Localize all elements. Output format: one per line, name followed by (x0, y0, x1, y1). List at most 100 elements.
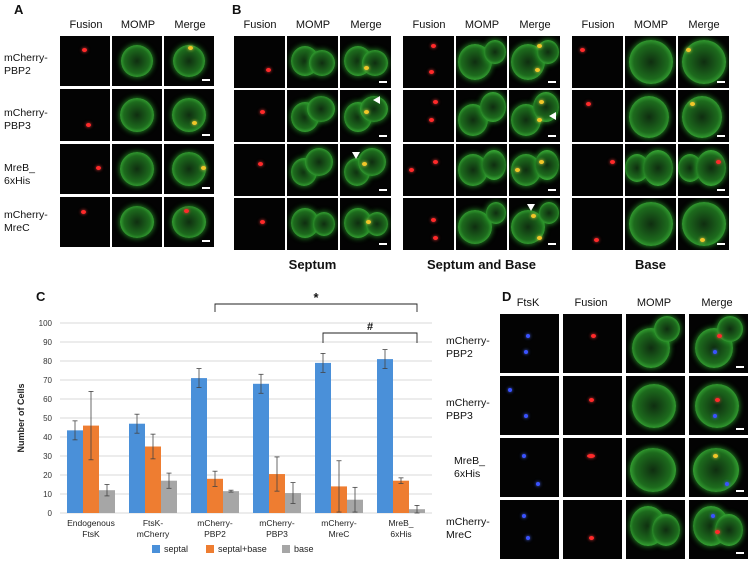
micrograph-tile (164, 144, 214, 194)
micrograph-tile (112, 36, 162, 86)
y-tick-label: 40 (43, 433, 52, 442)
fusion-signal (260, 220, 265, 224)
scale-bar (717, 243, 725, 245)
panel-d-col-merge: Merge (701, 297, 733, 309)
cell-outline (480, 92, 506, 122)
micrograph-tile (563, 500, 622, 559)
ftsk-signal (711, 514, 715, 518)
cell-outline (695, 384, 739, 428)
fusion-signal (531, 214, 536, 218)
fusion-signal (192, 121, 197, 125)
micrograph-tile (287, 144, 338, 196)
micrograph-tile (287, 90, 338, 142)
bar-septal-base (393, 480, 409, 513)
scale-bar (717, 135, 725, 137)
ftsk-signal (524, 414, 528, 418)
cell-outline (366, 212, 388, 236)
cell-outline (120, 98, 154, 132)
micrograph-tile (625, 90, 676, 142)
y-axis-label: Number of Cells (16, 383, 26, 452)
scale-bar (202, 240, 210, 242)
scale-bar (202, 134, 210, 136)
ftsk-signal (725, 482, 729, 486)
micrograph-tile (403, 144, 454, 196)
micrograph-tile (563, 376, 622, 435)
micrograph-tile (625, 36, 676, 88)
scale-bar (717, 189, 725, 191)
fusion-signal (431, 44, 436, 48)
micrograph-tile (500, 314, 559, 373)
scale-bar (736, 428, 744, 430)
x-tick-label: PBP2 (204, 529, 226, 539)
scale-bar (548, 243, 556, 245)
scale-bar (379, 81, 387, 83)
group-title-septum-and-base: Septum and Base (426, 257, 537, 272)
panel-b-col-momp: MOMP (633, 19, 669, 31)
micrograph-tile (112, 89, 162, 141)
y-tick-label: 60 (43, 395, 52, 404)
micrograph-tile (234, 36, 285, 88)
panel-a-col-fusion: Fusion (69, 19, 103, 31)
fusion-signal (589, 398, 594, 402)
cell-outline (172, 206, 206, 238)
micrograph-tile (234, 90, 285, 142)
micrograph-tile (678, 36, 729, 88)
micrograph-tile (625, 198, 676, 250)
micrograph-tile (500, 376, 559, 435)
cell-outline (643, 150, 673, 186)
panel-a-row-pbp2: mCherry- PBP2 (4, 52, 48, 77)
y-tick-label: 70 (43, 376, 52, 385)
fusion-signal (537, 44, 542, 48)
cell-outline (172, 152, 206, 186)
fusion-signal (537, 118, 542, 122)
x-tick-label: mCherry- (259, 518, 295, 528)
significance-hash: # (367, 321, 373, 333)
cell-outline (632, 384, 676, 428)
micrograph-tile (500, 500, 559, 559)
fusion-signal (429, 70, 434, 74)
cell-outline (120, 152, 154, 186)
y-tick-label: 80 (43, 357, 52, 366)
arrowhead-marker (352, 152, 360, 159)
micrograph-tile (403, 36, 454, 88)
x-tick-label: FtsK- (143, 518, 163, 528)
micrograph-tile (689, 438, 748, 497)
arrowhead-marker (527, 204, 535, 211)
y-tick-label: 0 (48, 509, 53, 518)
panel-b-col-momp: MOMP (464, 19, 500, 31)
cell-outline (172, 98, 206, 132)
micrograph-tile (60, 144, 110, 194)
ftsk-signal (536, 482, 540, 486)
legend-swatch (282, 545, 290, 553)
bar-septal-base (269, 474, 285, 513)
legend-label: base (294, 544, 314, 554)
fusion-signal (715, 530, 720, 534)
fusion-signal (364, 66, 369, 70)
panel-a-row-mrec: mCherry- MreC (4, 209, 48, 234)
panel-d-col-momp: MOMP (636, 297, 672, 309)
fusion-signal (81, 210, 86, 214)
fusion-signal (587, 454, 595, 458)
micrograph-tile (403, 90, 454, 142)
panel-b-col-fusion: Fusion (243, 19, 277, 31)
micrograph-tile (234, 198, 285, 250)
fusion-signal (586, 102, 591, 106)
bar-base (99, 490, 115, 513)
cell-outline (121, 45, 153, 77)
y-tick-label: 100 (39, 319, 53, 328)
legend-swatch (152, 545, 160, 553)
scale-bar (717, 81, 725, 83)
micrograph-tile (626, 500, 685, 559)
cell-outline (309, 50, 335, 76)
micrograph-tile (164, 197, 214, 247)
cell-outline (482, 150, 506, 180)
bar-septal (67, 430, 83, 513)
micrograph-tile (689, 376, 748, 435)
cell-outline (173, 45, 205, 77)
panel-d-row-mreb: MreB_ 6xHis (454, 455, 485, 480)
micrograph-tile (626, 314, 685, 373)
micrograph-tile (678, 198, 729, 250)
micrograph-tile (572, 36, 623, 88)
cell-outline (629, 96, 669, 138)
scale-bar (379, 189, 387, 191)
